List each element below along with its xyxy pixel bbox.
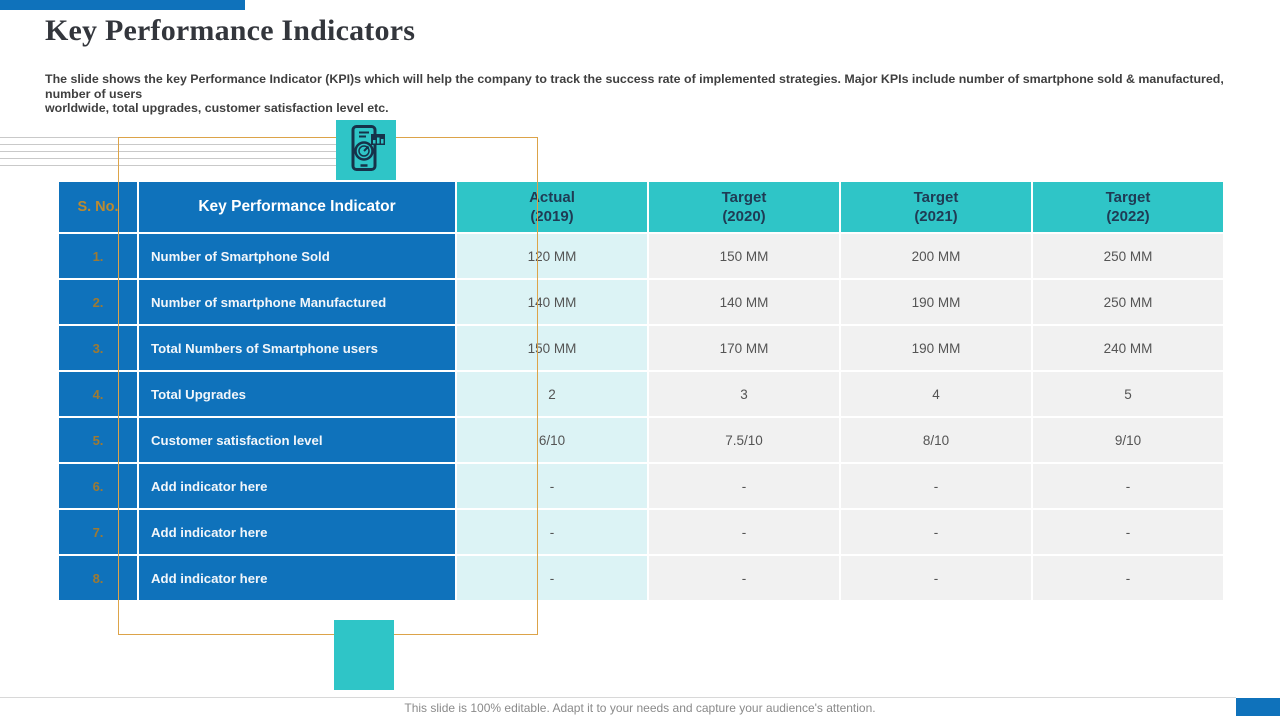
- kpi-label: Number of smartphone Manufactured: [139, 280, 455, 324]
- header-kpi: Key Performance Indicator: [139, 182, 455, 232]
- value-cell: 150 MM: [457, 326, 647, 370]
- header-target-2021: Target (2021): [841, 182, 1031, 232]
- header-sno: S. No.: [59, 182, 137, 232]
- row-number: 8.: [59, 556, 137, 600]
- row-number: 1.: [59, 234, 137, 278]
- value-cell: 9/10: [1033, 418, 1223, 462]
- teal-accent-square-top: [336, 120, 396, 180]
- decorative-stripe-lines: [0, 137, 336, 169]
- header-col-year: (2019): [530, 208, 574, 225]
- kpi-table: S. No. Key Performance Indicator Actual …: [57, 180, 1225, 602]
- table-row: 7. Add indicator here - - - -: [59, 510, 1223, 554]
- value-cell: 7.5/10: [649, 418, 839, 462]
- value-cell: 6/10: [457, 418, 647, 462]
- row-number: 2.: [59, 280, 137, 324]
- value-cell: 240 MM: [1033, 326, 1223, 370]
- description-line-1: The slide shows the key Performance Indi…: [45, 72, 1224, 101]
- row-number: 6.: [59, 464, 137, 508]
- row-number: 4.: [59, 372, 137, 416]
- value-cell: -: [1033, 464, 1223, 508]
- value-cell: 3: [649, 372, 839, 416]
- footer-note: This slide is 100% editable. Adapt it to…: [404, 701, 876, 715]
- value-cell: 190 MM: [841, 280, 1031, 324]
- value-cell: 120 MM: [457, 234, 647, 278]
- row-number: 7.: [59, 510, 137, 554]
- teal-accent-square-bottom: [334, 620, 394, 690]
- header-col-year: (2021): [914, 208, 958, 225]
- header-target-2022: Target (2022): [1033, 182, 1223, 232]
- header-col-label: Target: [1105, 189, 1151, 206]
- value-cell: -: [841, 464, 1031, 508]
- table-row: 1. Number of Smartphone Sold 120 MM 150 …: [59, 234, 1223, 278]
- table-row: 3. Total Numbers of Smartphone users 150…: [59, 326, 1223, 370]
- footer-divider: [0, 697, 1236, 698]
- value-cell: -: [649, 464, 839, 508]
- table-row: 2. Number of smartphone Manufactured 140…: [59, 280, 1223, 324]
- value-cell: 150 MM: [649, 234, 839, 278]
- table-row: 4. Total Upgrades 2 3 4 5: [59, 372, 1223, 416]
- row-number: 3.: [59, 326, 137, 370]
- value-cell: -: [457, 556, 647, 600]
- value-cell: 170 MM: [649, 326, 839, 370]
- value-cell: -: [457, 510, 647, 554]
- value-cell: 140 MM: [457, 280, 647, 324]
- kpi-placeholder[interactable]: Add indicator here: [139, 556, 455, 600]
- value-cell: 190 MM: [841, 326, 1031, 370]
- value-cell: 2: [457, 372, 647, 416]
- kpi-placeholder[interactable]: Add indicator here: [139, 464, 455, 508]
- value-cell: -: [649, 556, 839, 600]
- header-col-label: Target: [721, 189, 767, 206]
- value-cell: 4: [841, 372, 1031, 416]
- smartphone-gauge-icon: [346, 124, 386, 177]
- value-cell: 5: [1033, 372, 1223, 416]
- value-cell: 250 MM: [1033, 234, 1223, 278]
- value-cell: 140 MM: [649, 280, 839, 324]
- value-cell: -: [457, 464, 647, 508]
- value-cell: -: [1033, 556, 1223, 600]
- page-title: Key Performance Indicators: [45, 14, 416, 47]
- header-col-year: (2022): [1106, 208, 1150, 225]
- table-header-row: S. No. Key Performance Indicator Actual …: [59, 182, 1223, 232]
- table-row: 8. Add indicator here - - - -: [59, 556, 1223, 600]
- table-row: 6. Add indicator here - - - -: [59, 464, 1223, 508]
- bottom-right-accent-block: [1236, 698, 1280, 716]
- kpi-label: Total Upgrades: [139, 372, 455, 416]
- value-cell: -: [649, 510, 839, 554]
- row-number: 5.: [59, 418, 137, 462]
- header-actual-2019: Actual (2019): [457, 182, 647, 232]
- header-col-label: Target: [913, 189, 959, 206]
- header-col-label: Actual: [529, 189, 575, 206]
- top-accent-bar: [0, 0, 245, 10]
- value-cell: 250 MM: [1033, 280, 1223, 324]
- value-cell: -: [1033, 510, 1223, 554]
- table-row: 5. Customer satisfaction level 6/10 7.5/…: [59, 418, 1223, 462]
- header-target-2020: Target (2020): [649, 182, 839, 232]
- kpi-label: Total Numbers of Smartphone users: [139, 326, 455, 370]
- value-cell: -: [841, 556, 1031, 600]
- header-col-year: (2020): [722, 208, 766, 225]
- description-line-2: worldwide, total upgrades, customer sati…: [45, 101, 389, 115]
- kpi-label: Number of Smartphone Sold: [139, 234, 455, 278]
- kpi-label: Customer satisfaction level: [139, 418, 455, 462]
- kpi-placeholder[interactable]: Add indicator here: [139, 510, 455, 554]
- slide-description: The slide shows the key Performance Indi…: [45, 72, 1235, 116]
- value-cell: 8/10: [841, 418, 1031, 462]
- value-cell: 200 MM: [841, 234, 1031, 278]
- value-cell: -: [841, 510, 1031, 554]
